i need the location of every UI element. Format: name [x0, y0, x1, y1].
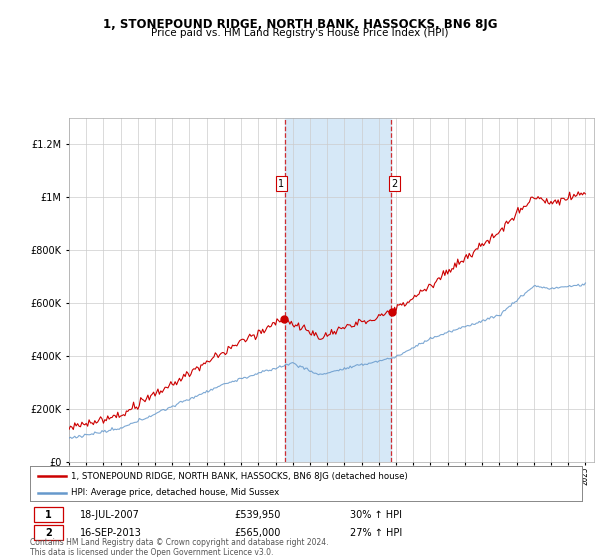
Text: 16-SEP-2013: 16-SEP-2013 [80, 528, 142, 538]
Text: 1, STONEPOUND RIDGE, NORTH BANK, HASSOCKS, BN6 8JG (detached house): 1, STONEPOUND RIDGE, NORTH BANK, HASSOCK… [71, 472, 408, 480]
Text: 1: 1 [46, 510, 52, 520]
Text: HPI: Average price, detached house, Mid Sussex: HPI: Average price, detached house, Mid … [71, 488, 280, 497]
Text: 27% ↑ HPI: 27% ↑ HPI [350, 528, 403, 538]
Text: £539,950: £539,950 [234, 510, 281, 520]
Text: Price paid vs. HM Land Registry's House Price Index (HPI): Price paid vs. HM Land Registry's House … [151, 28, 449, 38]
Bar [34, 525, 63, 540]
Text: 1: 1 [278, 179, 284, 189]
Text: 2: 2 [391, 179, 398, 189]
Text: £565,000: £565,000 [234, 528, 281, 538]
Text: 18-JUL-2007: 18-JUL-2007 [80, 510, 140, 520]
Text: 1, STONEPOUND RIDGE, NORTH BANK, HASSOCKS, BN6 8JG: 1, STONEPOUND RIDGE, NORTH BANK, HASSOCK… [103, 18, 497, 31]
Text: 30% ↑ HPI: 30% ↑ HPI [350, 510, 402, 520]
Text: Contains HM Land Registry data © Crown copyright and database right 2024.
This d: Contains HM Land Registry data © Crown c… [30, 538, 329, 557]
Bar [34, 507, 63, 522]
Bar [285, 118, 391, 462]
Text: 2: 2 [46, 528, 52, 538]
